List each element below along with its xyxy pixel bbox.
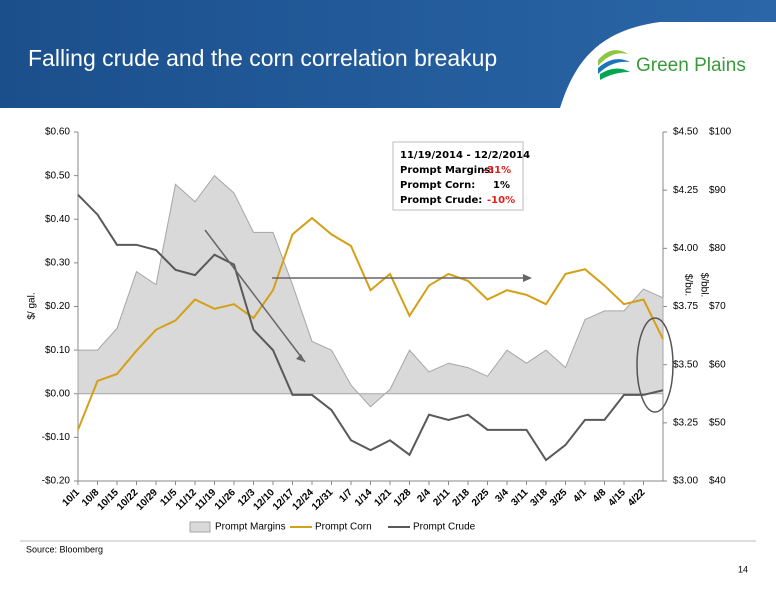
x-tick-label: 10/15: [96, 487, 122, 513]
annotation-value: -10%: [487, 195, 515, 206]
x-tick-label: 2/18: [450, 487, 472, 509]
y3-tick-label: $40: [709, 476, 726, 487]
y-tick-label: $0.50: [45, 170, 70, 181]
y2-tick-label: $4.50: [673, 127, 698, 138]
annotation-label: Prompt Crude:: [400, 195, 482, 206]
plot: -$0.20 -$0.10 $0.00 $0.10 $0.20 $0.30 $0.40 $0.…: [27, 127, 732, 533]
y2-tick-label: $3.00: [673, 476, 698, 487]
logo-text: Green Plains: [636, 55, 746, 76]
x-tick-label: 3/25: [548, 487, 570, 509]
x-tick-label: 12/31: [310, 487, 336, 513]
x-tick-label: 1/21: [372, 487, 394, 509]
source: Source: Bloomberg: [26, 544, 103, 554]
annotation-label: Prompt Margins:: [400, 165, 494, 176]
y-axis-label: $/ gal.: [27, 292, 38, 319]
x-tick-label: 12/17: [271, 487, 297, 513]
highlight-ellipse: [636, 317, 674, 413]
x-tick-label: 4/22: [626, 487, 648, 509]
y-tick-label: -$0.10: [42, 432, 71, 443]
x-tick-label: 3/18: [528, 487, 550, 509]
x-tick-label: 10/1: [60, 487, 82, 509]
x-tick-label: 2/25: [470, 487, 492, 509]
line: [77, 216, 664, 431]
x-tick-label: 2/4: [415, 487, 433, 505]
y3-tick-label: $90: [709, 185, 726, 196]
slide-title: Falling crude and the corn correlation b…: [28, 45, 497, 71]
y2-tick-label: $4.25: [673, 185, 698, 196]
y3-tick-label: $80: [709, 243, 726, 254]
y2-axis-label: $/bu.: [682, 274, 693, 296]
y2-tick-label: $3.50: [673, 359, 698, 370]
line: [77, 194, 664, 462]
annotation-value: 1%: [493, 180, 510, 191]
x-tick-label: 12/10: [252, 487, 278, 513]
y3-tick-label: $50: [709, 417, 726, 428]
x-tick-label: 4/15: [606, 487, 628, 509]
logo-area: [560, 22, 776, 108]
y3-tick-label: $100: [709, 127, 732, 138]
annotation-title: 11/19/2014 - 12/2/2014: [400, 150, 530, 161]
y2-tick-label: $4.00: [673, 243, 698, 254]
x-tick-label: 1/14: [353, 487, 375, 509]
x-tick-label: 12/24: [291, 487, 317, 513]
arrow-head: [296, 354, 305, 362]
y3-axis-label: $/bbl.: [698, 273, 709, 297]
legend-label: Prompt Corn: [315, 522, 372, 533]
legend-swatch: [189, 521, 211, 533]
legend-label: Prompt Crude: [413, 522, 476, 533]
logo-icon: [598, 50, 630, 80]
y2-tick-label: $3.75: [673, 301, 698, 312]
x-tick-label: 4/1: [571, 487, 589, 505]
x-tick-label: 1/28: [392, 487, 414, 509]
annotation-box: [392, 141, 524, 211]
annotation-label: Prompt Corn:: [400, 180, 475, 191]
y-tick-label: $0.10: [45, 345, 70, 356]
x-tick-label: 11/12: [174, 487, 199, 512]
annotation-value: -31%: [483, 165, 511, 176]
x-tick-label: 1/7: [337, 487, 355, 505]
y-tick-label: $0.00: [45, 388, 70, 399]
area: [77, 174, 664, 408]
y-tick-label: -$0.20: [42, 476, 71, 487]
y-tick-label: $0.60: [45, 127, 70, 138]
x-tick-label: 2/11: [431, 487, 452, 508]
legend-label: Prompt Margins: [215, 522, 286, 533]
x-tick-label: 10/29: [135, 487, 161, 513]
y-tick-label: $0.30: [45, 258, 70, 269]
page-number: 14: [738, 564, 748, 574]
x-tick-label: 4/8: [591, 487, 609, 505]
arrow-head: [523, 274, 532, 282]
y2-tick-label: $3.25: [673, 417, 698, 428]
y-tick-label: $0.20: [45, 301, 70, 312]
y3-tick-label: $60: [709, 359, 726, 370]
x-tick-label: 3/4: [493, 487, 511, 505]
y-tick-label: $0.40: [45, 214, 70, 225]
x-tick-label: 11/19: [193, 487, 218, 512]
x-tick-label: 3/11: [509, 487, 530, 508]
y3-tick-label: $70: [709, 301, 726, 312]
arrow: [204, 229, 306, 363]
x-tick-label: 11/26: [213, 487, 238, 512]
annotation: 11/19/2014 - 12/2/2014 Prompt Margins: -…: [392, 141, 530, 211]
x-tick-label: 10/22: [115, 487, 141, 513]
